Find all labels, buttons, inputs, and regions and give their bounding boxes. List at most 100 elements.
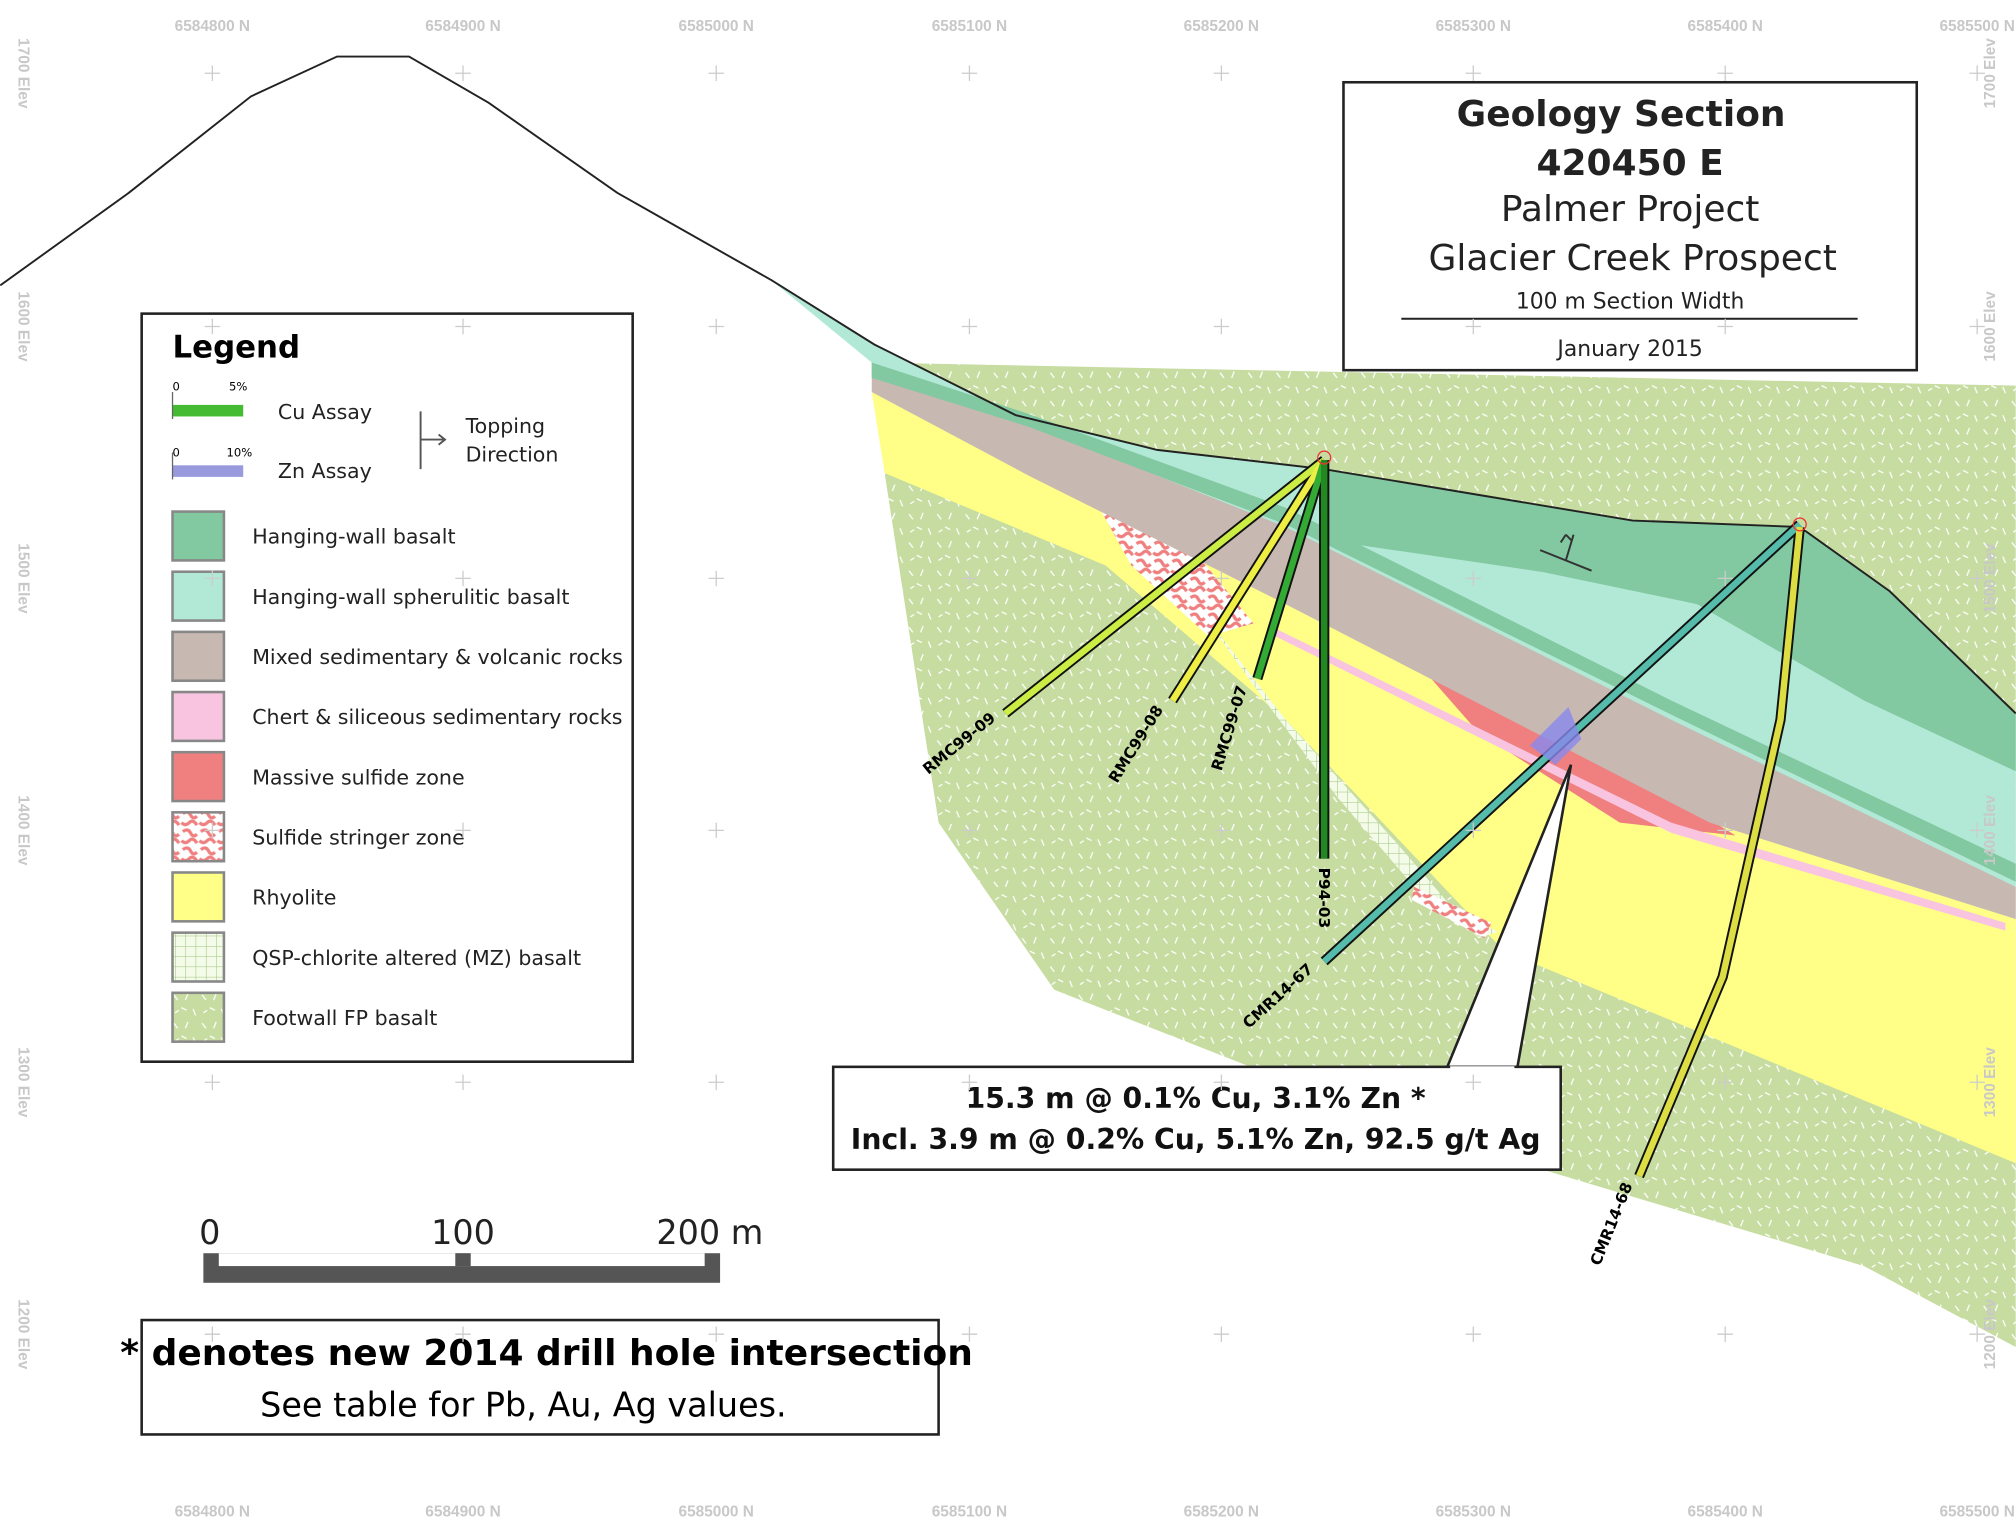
legend-swatch (171, 931, 226, 983)
intersection: Incl. 3.9 m @ 0.2% Cu, 5.1% Zn, 92.5 g/t… (851, 1123, 1541, 1156)
northing-label: 6584900 N (425, 1504, 500, 1521)
scale-label: 0 (199, 1213, 220, 1252)
grid-cross (1717, 1326, 1733, 1342)
grid-cross (1465, 822, 1482, 839)
northing-label: 6585100 N (932, 18, 1007, 35)
grid-cross (1717, 318, 1733, 335)
assay-keys: 0 5% Cu Assay 0 10% Zn Assay Topping Dir… (171, 380, 558, 483)
grid-cross (961, 65, 978, 81)
legend-label: Massive sulfide zone (252, 765, 464, 789)
northing-label: 6585200 N (1184, 1504, 1259, 1521)
northing-label: 6585300 N (1436, 1504, 1511, 1521)
grid-cross (1969, 1074, 1985, 1090)
cu-label: Cu Assay (278, 400, 372, 424)
scale-bar: 0 100 200 m (199, 1213, 763, 1283)
section-width: 100 m Section Width (1516, 289, 1744, 314)
legend-label: QSP-chlorite altered (MZ) basalt (252, 946, 581, 970)
grid-cross (1717, 822, 1733, 839)
northing-label: 6585200 N (1184, 18, 1259, 35)
grid-cross (204, 570, 221, 587)
footnote-box (140, 1318, 940, 1436)
topping: Topping (465, 414, 545, 438)
scale-label: 200 m (656, 1213, 763, 1252)
drill-hole-label: P94-03 (1315, 868, 1333, 929)
grid-cross (1465, 570, 1482, 587)
grid-cross (708, 570, 724, 587)
legend-swatch (171, 750, 226, 803)
northing-label: 6585100 N (932, 1504, 1007, 1521)
grid-cross (455, 822, 471, 839)
scale-label: 100 (431, 1213, 495, 1252)
cu-max: 5% (229, 380, 247, 394)
northing-label: 6585400 N (1688, 18, 1763, 35)
elevation-label: 1200 Elev (1982, 1299, 1999, 1370)
drill-hole-label: CMR14-68 (1587, 1180, 1637, 1268)
grid-cross (1213, 1074, 1230, 1090)
grid-cross (455, 318, 471, 335)
grid-cross (1717, 65, 1733, 81)
grid-cross (1213, 1326, 1230, 1342)
grid-cross (708, 1074, 724, 1090)
elevation-label: 1700 Elev (14, 38, 31, 109)
elevation-label: 1600 Elev (14, 291, 31, 362)
elevation-label: 1600 Elev (1982, 291, 1999, 362)
legend-label: Hanging-wall basalt (252, 525, 455, 549)
zn-label: Zn Assay (278, 459, 372, 483)
prospect: Glacier Creek Prospect (1429, 238, 1837, 279)
grid-cross (455, 1326, 471, 1342)
legend-swatch (171, 510, 226, 562)
zn-max: 10% (227, 445, 253, 459)
zn-min: 0 (173, 445, 180, 459)
grid-cross (1717, 1074, 1733, 1090)
grid-cross (1465, 1074, 1482, 1090)
elevation-label: 1400 Elev (14, 795, 31, 866)
grid-cross (204, 822, 221, 839)
elevation-label: 1500 Elev (1982, 543, 1999, 614)
elevation-label: 1700 Elev (1982, 38, 1999, 109)
grid-cross (708, 822, 724, 839)
legend-label: Mixed sedimentary & volcanic rocks (252, 645, 623, 669)
legend-swatch (171, 811, 226, 863)
legend-swatch (171, 871, 226, 923)
grid-cross (708, 1326, 724, 1342)
northing-label: 6585500 N (1939, 18, 2014, 35)
legend-title: Legend (173, 329, 301, 365)
grid-cross (1213, 570, 1230, 587)
grid-cross (961, 1074, 978, 1090)
grid-cross (961, 822, 978, 839)
grid-cross (455, 570, 471, 587)
grid-cross (455, 65, 471, 81)
northing-label: 6585300 N (1436, 18, 1511, 35)
legend-label: Rhyolite (252, 886, 336, 910)
grid-cross (1717, 570, 1733, 587)
legend-label: Chert & siliceous sedimentary rocks (252, 705, 622, 729)
northing-label: 6584800 N (175, 1504, 250, 1521)
grid-cross (455, 1074, 471, 1090)
grid-cross (1213, 65, 1230, 81)
elevation-label: 1500 Elev (14, 543, 31, 614)
title-box (1342, 80, 1919, 372)
legend-swatch (171, 570, 226, 622)
elevation-label: 1400 Elev (1982, 795, 1999, 866)
grid-cross (1213, 318, 1230, 335)
northing-label: 6584800 N (175, 18, 250, 35)
title: Geology Section (1457, 94, 1786, 135)
grid-cross (961, 1326, 978, 1342)
legend-label: Sulfide stringer zone (252, 825, 465, 849)
legend-label: Footwall FP basalt (252, 1006, 437, 1030)
section: 420450 E (1536, 143, 1723, 184)
grid-cross (1969, 318, 1985, 335)
grid-cross (961, 318, 978, 335)
legend-swatch (171, 630, 226, 683)
project: Palmer Project (1501, 189, 1760, 230)
grid-cross (708, 65, 724, 81)
legend-swatch (171, 991, 226, 1043)
grid-cross (708, 318, 724, 335)
northing-label: 6584900 N (425, 18, 500, 35)
grid-cross (204, 1326, 221, 1342)
grid-cross (1465, 65, 1482, 81)
grid-cross (1465, 318, 1482, 335)
legend-swatch (171, 690, 226, 743)
drill-holes (1002, 450, 1807, 1179)
